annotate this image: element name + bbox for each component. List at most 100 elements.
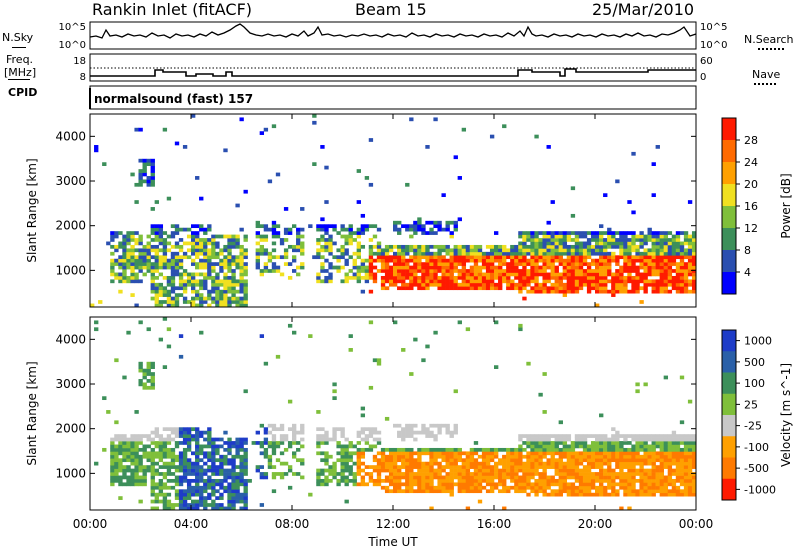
heatmap-cell (417, 275, 422, 280)
heatmap-cell (158, 451, 164, 456)
heatmap-cell (506, 485, 511, 490)
heatmap-cell (138, 368, 143, 373)
heatmap-cell (691, 482, 697, 487)
heatmap-cell (578, 262, 584, 266)
heatmap-cell (425, 272, 430, 277)
heatmap-cell (562, 465, 568, 469)
heatmap-cell (514, 468, 519, 473)
heatmap-cell (417, 227, 422, 232)
heatmap-cell (372, 465, 378, 469)
heatmap-cell (178, 465, 184, 469)
heatmap-cell (687, 485, 693, 490)
heatmap-cell (574, 461, 580, 466)
heatmap-cell (518, 323, 523, 328)
heatmap-cell (586, 265, 592, 270)
heatmap-cell (122, 375, 127, 380)
heatmap-cell (687, 282, 693, 287)
heatmap-cell (364, 224, 370, 229)
heatmap-cell (449, 461, 454, 466)
heatmap-cell (671, 430, 677, 435)
heatmap-cell (631, 444, 636, 449)
heatmap-cell (239, 437, 244, 442)
heatmap-cell (356, 269, 361, 273)
heatmap-cell (691, 275, 697, 280)
heatmap-cell (356, 200, 361, 204)
heatmap-cell (607, 441, 612, 445)
heatmap-cell (457, 248, 462, 253)
heatmap-cell (235, 265, 240, 270)
heatmap-cell (473, 279, 479, 284)
heatmap-cell (94, 320, 99, 325)
heatmap-cell (300, 227, 305, 232)
heatmap-cell (514, 275, 519, 280)
heatmap-cell (457, 472, 462, 476)
heatmap-cell (514, 244, 519, 249)
heatmap-cell (348, 269, 353, 273)
heatmap-cell (429, 468, 434, 473)
heatmap-cell (489, 485, 495, 490)
heatmap-cell (554, 272, 559, 277)
heatmap-cell (300, 458, 305, 463)
heatmap-cell (279, 461, 285, 466)
heatmap-cell (110, 458, 115, 463)
heatmap-cell (574, 472, 580, 476)
velocity-heatmap-cells (94, 317, 697, 511)
heatmap-cell (166, 427, 172, 432)
heatmap-cell (518, 444, 523, 449)
heatmap-cell (582, 251, 588, 256)
heatmap-cell (182, 451, 188, 456)
heatmap-cell (174, 227, 180, 232)
heatmap-cell (243, 461, 248, 466)
heatmap-cell (162, 238, 168, 242)
heatmap-cell (522, 262, 527, 266)
heatmap-cell (679, 289, 685, 294)
heatmap-cell (534, 282, 539, 287)
heatmap-cell (611, 492, 616, 497)
heatmap-cell (659, 258, 664, 263)
heatmap-cell (344, 475, 349, 480)
heatmap-cell (639, 238, 644, 242)
heatmap-cell (178, 248, 184, 253)
heatmap-cell (215, 293, 220, 297)
heatmap-cell (542, 255, 547, 260)
heatmap-cell (659, 441, 664, 445)
heatmap-cell (207, 427, 212, 432)
heatmap-cell (259, 131, 265, 135)
heatmap-cell (518, 241, 523, 246)
heatmap-cell (651, 162, 656, 166)
heatmap-cell (445, 227, 450, 232)
heatmap-cell (320, 269, 325, 273)
heatmap-cell (191, 251, 196, 256)
heatmap-cell (199, 251, 204, 256)
heatmap-cell (150, 282, 155, 287)
heatmap-cell (142, 255, 147, 260)
heatmap-cell (130, 275, 135, 280)
heatmap-cell (566, 272, 572, 277)
heatmap-cell (150, 365, 155, 369)
heatmap-cell (683, 231, 689, 235)
heatmap-cell (360, 478, 366, 483)
heatmap-cell (566, 458, 572, 463)
heatmap-cell (631, 269, 636, 273)
heatmap-cell (643, 251, 648, 256)
heatmap-cell (247, 478, 252, 483)
heatmap-cell (477, 244, 483, 249)
heatmap-cell (542, 478, 547, 483)
heatmap-cell (186, 248, 192, 253)
heatmap-cell (506, 475, 511, 480)
heatmap-cell (360, 289, 366, 294)
heatmap-cell (627, 238, 632, 242)
heatmap-cell (283, 437, 289, 442)
heatmap-cell (647, 475, 652, 480)
heatmap-cell (574, 265, 580, 270)
heatmap-cell (413, 275, 418, 280)
heatmap-cell (243, 296, 248, 301)
heatmap-cell (663, 444, 669, 449)
heatmap-cell (453, 286, 458, 291)
heatmap-cell (639, 272, 644, 277)
heatmap-cell (405, 258, 410, 263)
heatmap-cell (283, 447, 289, 452)
heatmap-cell (336, 427, 341, 432)
heatmap-cell (195, 224, 200, 229)
heatmap-cell (546, 244, 551, 249)
